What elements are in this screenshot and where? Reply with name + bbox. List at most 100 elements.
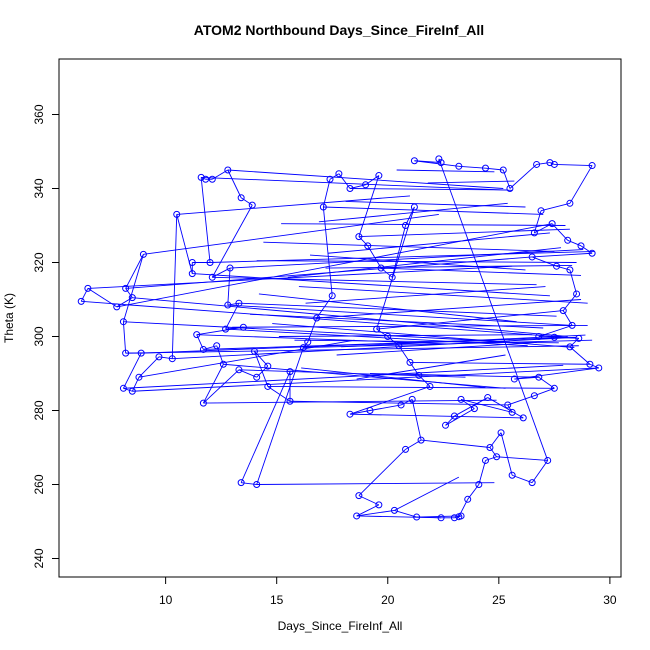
data-point — [573, 290, 581, 298]
series-line-segment — [540, 202, 571, 212]
data-point — [155, 353, 163, 361]
data-point — [450, 412, 458, 420]
data-point — [475, 481, 483, 488]
data-point — [208, 273, 216, 281]
series-line-segment — [125, 254, 144, 289]
x-axis: 10 15 20 25 30 — [159, 576, 617, 607]
series-line-segment — [427, 180, 515, 184]
data-point — [493, 453, 501, 461]
data-point — [222, 325, 230, 333]
series-line-segment — [212, 276, 537, 286]
series-line-segment — [349, 386, 431, 415]
data-point — [304, 338, 312, 346]
series-line-segment — [396, 169, 495, 173]
data-point — [253, 373, 261, 381]
series-line-segment — [131, 377, 140, 392]
data-point — [535, 333, 543, 340]
data-point — [199, 345, 207, 353]
series-line-segment — [381, 267, 582, 276]
series-line-segment — [329, 173, 340, 180]
data-point — [506, 185, 514, 192]
data-point — [417, 436, 425, 444]
series-line-segment — [203, 399, 497, 404]
data-point — [326, 175, 334, 183]
series-line-segment — [307, 317, 318, 343]
series-line-segment — [589, 363, 599, 369]
series-line-segment — [225, 302, 240, 330]
data-point — [313, 314, 321, 322]
series-line-segment — [400, 398, 413, 406]
series-line-segment — [123, 352, 142, 389]
data-point — [219, 360, 227, 368]
data-point — [168, 355, 176, 363]
series-line-segment — [81, 300, 579, 339]
series-points — [77, 155, 603, 522]
data-point — [202, 175, 210, 183]
data-point — [224, 166, 232, 174]
data-point — [595, 364, 603, 372]
series-line-segment — [298, 286, 588, 304]
series-line-segment — [258, 293, 517, 323]
series-line-segment — [532, 252, 593, 258]
series-line-segment — [201, 176, 513, 191]
data-point — [484, 394, 492, 402]
data-point — [577, 242, 585, 250]
data-point — [548, 220, 556, 228]
series-line-segment — [349, 188, 508, 191]
data-point — [250, 347, 258, 355]
series-line-segment — [227, 169, 504, 189]
series-line-segment — [132, 297, 568, 337]
data-point — [435, 155, 443, 163]
data-point — [213, 342, 221, 350]
data-point — [442, 421, 450, 429]
series-line-segment — [238, 302, 557, 317]
data-point — [373, 325, 381, 333]
data-point — [197, 173, 205, 181]
series-line-segment — [551, 223, 569, 241]
data-point — [544, 456, 552, 464]
data-point — [437, 159, 445, 167]
data-point — [481, 164, 489, 172]
data-point — [546, 159, 554, 167]
x-tick-label: 30 — [603, 593, 617, 607]
data-point — [530, 229, 538, 237]
series-line-segment — [267, 386, 555, 389]
data-point — [286, 397, 294, 405]
series-line-segment — [500, 432, 513, 476]
data-point — [535, 373, 543, 381]
data-point — [528, 479, 536, 487]
data-point — [575, 334, 583, 342]
data-point — [139, 250, 147, 258]
series-line-segment — [287, 247, 562, 278]
series-line-segment — [421, 439, 490, 448]
series-line-segment — [369, 373, 539, 378]
data-point — [415, 371, 423, 379]
series-line-segment — [123, 387, 133, 392]
data-point — [553, 262, 561, 270]
data-point — [188, 259, 196, 266]
series-line-segment — [341, 334, 586, 348]
data-point — [122, 284, 130, 292]
series-line-segment — [263, 241, 555, 252]
series-line-segment — [536, 162, 550, 165]
data-point — [504, 401, 512, 409]
y-tick-label: 240 — [32, 548, 46, 568]
series-line-segment — [196, 334, 448, 345]
series-line-segment — [316, 299, 582, 319]
series-line-segment — [256, 482, 495, 485]
data-point — [533, 160, 541, 168]
data-point — [137, 349, 145, 357]
series-line-segment — [569, 346, 591, 365]
data-point — [235, 299, 243, 307]
x-axis-label: Days_Since_FireInf_All — [278, 619, 403, 633]
data-point — [413, 513, 421, 521]
data-point — [375, 172, 383, 180]
data-point — [402, 445, 410, 453]
series-line-segment — [556, 265, 571, 271]
series-line-segment — [358, 175, 380, 237]
data-point — [450, 514, 458, 522]
data-point — [568, 321, 576, 329]
data-point — [464, 495, 472, 503]
series-line-segment — [409, 361, 590, 365]
